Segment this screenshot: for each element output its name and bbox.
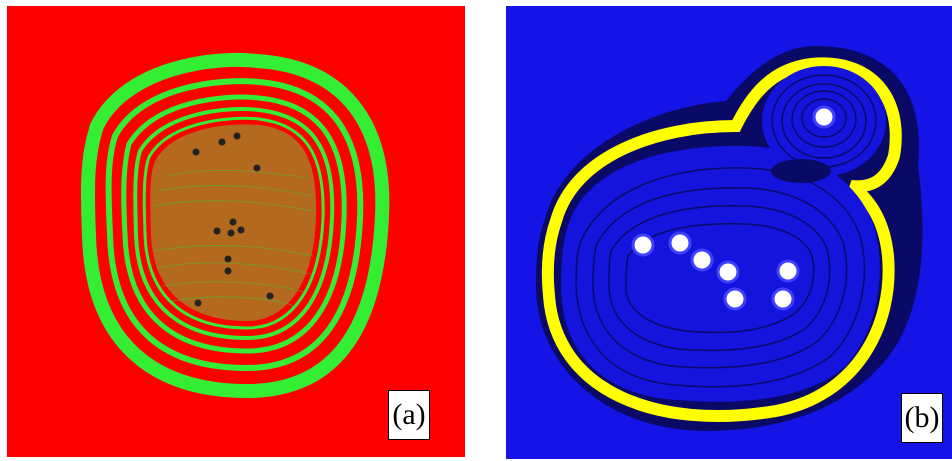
panel-a-figure	[7, 6, 465, 457]
panel-b: (b)	[506, 6, 952, 459]
panel-a-outer-ring	[80, 52, 390, 399]
panel-a-interior-lines	[153, 169, 314, 307]
panel-a-dots	[192, 132, 274, 307]
panel-b-centers	[631, 105, 836, 311]
panel-a-inner-rings	[105, 78, 364, 372]
panel-a-label: (a)	[388, 390, 430, 440]
panel-b-saddle	[771, 159, 831, 183]
panel-b-label: (b)	[901, 393, 943, 443]
panel-b-contour	[541, 57, 902, 423]
panel-a: (a)	[7, 6, 465, 457]
panel-b-figure	[506, 6, 952, 459]
